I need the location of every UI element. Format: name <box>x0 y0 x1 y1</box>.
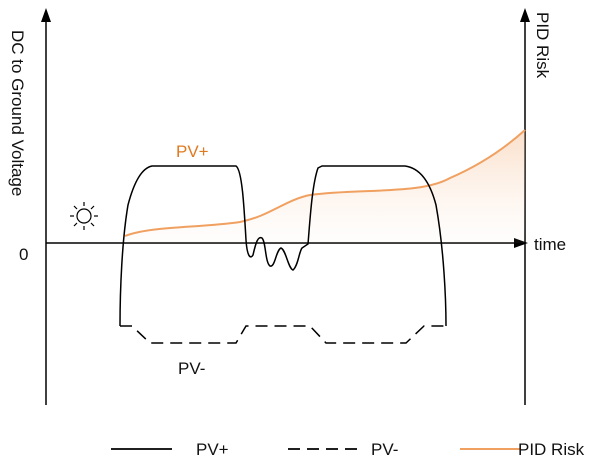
left-axis-label: DC to Ground Voltage <box>8 30 27 196</box>
sun-icon <box>70 202 98 230</box>
right-axis-label: PID Risk <box>533 12 552 79</box>
pv-minus-curve <box>120 325 446 344</box>
zero-label: 0 <box>19 245 28 264</box>
legend-pv-minus-label: PV- <box>371 440 398 459</box>
pv-minus-annotation: PV- <box>178 359 205 378</box>
pid-risk-curve <box>124 129 526 237</box>
pid-risk-area <box>125 130 525 243</box>
right-axis-arrow <box>520 8 530 22</box>
legend-pid-risk-label: PID Risk <box>518 440 585 459</box>
pv-plus-annotation: PV+ <box>176 142 209 161</box>
legend: PV+ PV- PID Risk <box>111 440 585 459</box>
legend-pv-plus-label: PV+ <box>196 440 229 459</box>
pv-plus-curve <box>119 165 447 327</box>
left-axis-arrow <box>41 8 51 22</box>
time-axis-label: time <box>534 235 566 254</box>
